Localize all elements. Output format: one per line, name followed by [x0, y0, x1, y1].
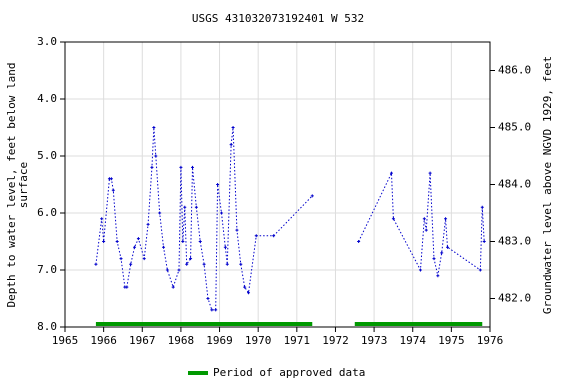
data-point: [111, 188, 115, 192]
data-point: [432, 257, 436, 261]
data-point: [440, 251, 444, 255]
data-point: [171, 285, 175, 289]
data-point: [102, 240, 106, 243]
data-point: [424, 228, 428, 232]
x-tick-label: 1972: [322, 334, 349, 347]
y2-tick-label: 486.0: [498, 64, 531, 77]
data-point: [136, 237, 140, 241]
data-point: [198, 240, 202, 243]
data-point: [229, 143, 233, 147]
data-point: [177, 268, 181, 272]
data-point: [247, 291, 251, 295]
data-point: [225, 262, 229, 266]
y2-tick-label: 483.0: [498, 235, 531, 248]
legend-label: Period of approved data: [213, 366, 365, 379]
data-point: [158, 211, 162, 215]
data-point: [125, 285, 129, 289]
data-point: [150, 165, 154, 169]
data-point: [100, 217, 104, 221]
y2-tick-label: 482.0: [498, 292, 531, 305]
data-point: [428, 171, 432, 175]
plot-frame: [64, 41, 491, 328]
y-axis-label: Depth to water level, feet below land: [5, 62, 18, 307]
data-point: [272, 234, 276, 238]
data-point: [202, 262, 206, 266]
data-point: [254, 234, 258, 238]
data-point: [478, 268, 482, 272]
x-tick-label: 1974: [399, 334, 426, 347]
data-point: [146, 222, 150, 226]
x-tick-label: 1975: [438, 334, 465, 347]
y2-tick-label: 485.0: [498, 121, 531, 134]
x-tick-label: 1970: [245, 334, 272, 347]
x-tick-label: 1976: [477, 334, 504, 347]
y-tick-label: 4.0: [37, 92, 57, 105]
y-tick-label: 7.0: [37, 263, 57, 276]
data-point: [179, 165, 183, 169]
data-line: [95, 127, 485, 311]
data-point: [389, 171, 393, 175]
data-point: [391, 217, 395, 221]
data-point: [480, 205, 484, 209]
data-point: [243, 285, 247, 289]
data-point: [181, 240, 185, 243]
x-tick-label: 1967: [129, 334, 156, 347]
data-point: [223, 245, 227, 249]
data-point: [191, 165, 194, 169]
data-point: [418, 268, 422, 272]
data-point: [482, 240, 486, 243]
y2-axis-label: Groundwater level above NGVD 1929, feet: [541, 56, 554, 314]
chart-title: USGS 431032073192401 W 532: [192, 12, 364, 25]
data-point: [115, 240, 119, 243]
data-point: [183, 205, 187, 209]
data-point: [189, 257, 193, 261]
data-point: [219, 211, 223, 215]
y-tick-label: 6.0: [37, 206, 57, 219]
data-point: [129, 262, 133, 266]
data-point: [133, 245, 137, 249]
data-point: [357, 240, 361, 243]
y-tick-label: 3.0: [37, 35, 57, 48]
data-point: [194, 205, 198, 209]
y-axis-label: surface: [17, 162, 30, 208]
data-point: [436, 274, 440, 278]
data-point: [446, 245, 449, 249]
data-point: [239, 262, 243, 266]
data-point: [142, 257, 146, 261]
x-tick-label: 1966: [90, 334, 117, 347]
data-point: [162, 245, 166, 249]
y-tick-label: 5.0: [37, 149, 57, 162]
x-tick-label: 1971: [284, 334, 311, 347]
x-tick-label: 1968: [168, 334, 195, 347]
y-tick-label: 8.0: [37, 320, 57, 333]
data-point: [94, 262, 98, 266]
data-point: [185, 262, 189, 266]
x-tick-label: 1969: [206, 334, 233, 347]
data-point: [165, 268, 169, 272]
data-point: [214, 308, 218, 312]
data-point: [206, 297, 210, 300]
data-point: [152, 126, 156, 129]
data-point: [235, 228, 239, 232]
data-point: [422, 217, 426, 221]
y2-tick-label: 484.0: [498, 178, 531, 191]
x-tick-label: 1973: [361, 334, 388, 347]
data-point: [444, 217, 448, 221]
x-tick-label: 1965: [52, 334, 79, 347]
data-point: [109, 177, 113, 181]
data-point: [216, 183, 220, 186]
data-point: [231, 126, 235, 129]
data-point: [119, 257, 123, 261]
data-point: [210, 308, 214, 312]
data-point: [154, 154, 158, 158]
data-point: [310, 194, 314, 198]
